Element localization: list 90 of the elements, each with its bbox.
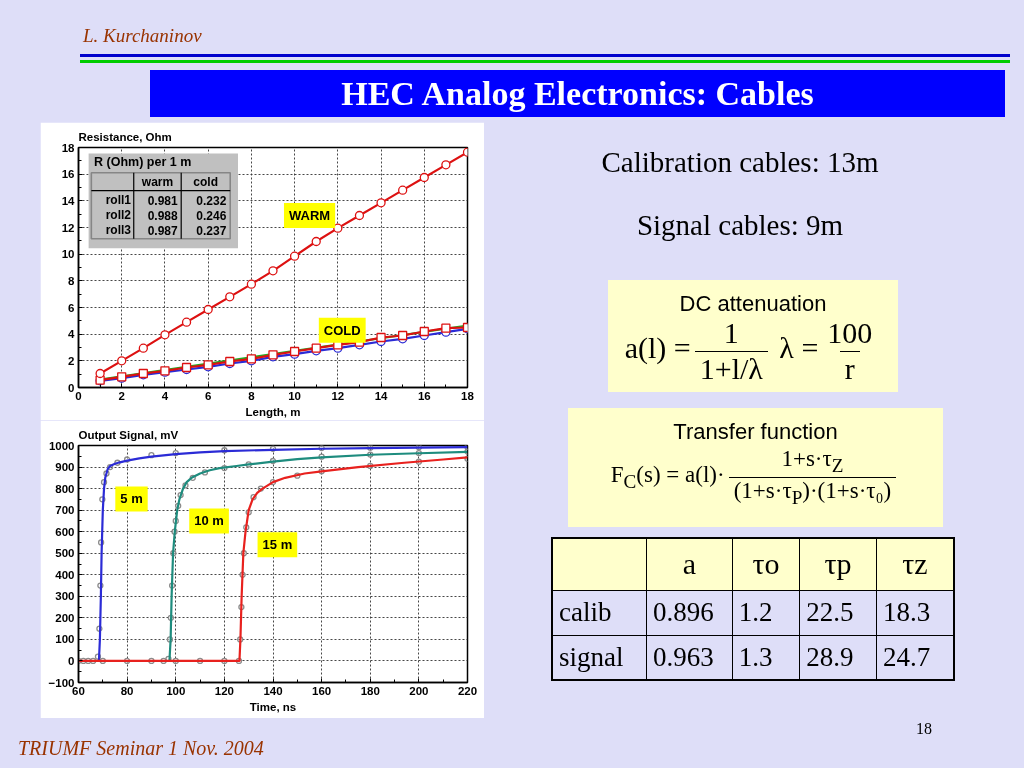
text: τp <box>799 538 877 590</box>
text: F$_{C}$(s) = a(l)· <box>610 462 725 493</box>
annotation: roll2 <box>105 208 132 223</box>
text: DC attenuation <box>679 291 827 316</box>
x-tick-label: 2 <box>118 389 125 402</box>
x-tick-label: 16 <box>417 389 431 402</box>
text: Signal cables: 9m <box>635 208 845 243</box>
y-tick-label: 400 <box>55 568 75 581</box>
y-tick-label: 700 <box>55 504 75 517</box>
x-tick-label: 100 <box>166 684 186 697</box>
annotation: 0.246 <box>196 208 227 223</box>
text: 22.5 <box>799 590 877 635</box>
text: τo <box>732 538 800 590</box>
y-tick-label: 8 <box>68 274 76 287</box>
annotation: COLD <box>323 322 361 338</box>
annotation: 0.232 <box>196 193 227 208</box>
x-tick-label: 12 <box>331 389 345 402</box>
text: signal <box>552 635 647 680</box>
x-tick-label: 220 <box>457 684 478 697</box>
text: Calibration cables: 13m <box>600 145 880 180</box>
x-tick-label: 120 <box>214 684 234 697</box>
y-tick-label: 0 <box>68 381 75 394</box>
y-tick-label: 14 <box>61 194 76 207</box>
text: 1.3 <box>732 635 800 680</box>
x-tick-label: 160 <box>312 684 332 697</box>
annotation: roll1 <box>105 193 132 208</box>
y-tick-label: 0 <box>68 654 75 667</box>
annotation: 0.237 <box>196 223 227 238</box>
x-tick-label: 4 <box>161 389 169 402</box>
y-axis-title: Output Signal, mV <box>78 428 179 441</box>
y-tick-label: 18 <box>61 141 76 154</box>
y-tick-label: 900 <box>55 461 75 474</box>
x-tick-label: 200 <box>409 684 429 697</box>
annotation: 5 m <box>120 491 143 507</box>
y-tick-label: 12 <box>61 221 75 234</box>
text: 1 <box>722 316 740 351</box>
y-tick-label: 2 <box>68 354 75 367</box>
text: Transfer function <box>672 418 839 446</box>
y-tick-label: 500 <box>55 547 75 560</box>
text: λ = <box>779 330 819 364</box>
x-tick-label: 8 <box>248 389 256 402</box>
text: 1+l/λ <box>694 350 768 386</box>
y-tick-label: 600 <box>55 525 75 538</box>
y-tick-label: 6 <box>68 301 75 314</box>
annotation: cold <box>193 174 219 189</box>
x-tick-label: 180 <box>360 684 380 697</box>
annotation: 0.987 <box>147 223 179 238</box>
y-tick-label: 1000 <box>48 439 75 452</box>
text: 0.896 <box>646 590 733 635</box>
text: L. Kurchaninov <box>83 24 202 48</box>
y-tick-label: 16 <box>61 168 75 181</box>
annotation: R (Ohm) per 1 m <box>94 154 192 169</box>
y-tick-label: 10 <box>61 248 75 261</box>
annotation: 10 m <box>194 513 224 529</box>
annotation: 0.981 <box>147 193 179 208</box>
annotation: warm <box>140 174 174 189</box>
x-axis-title: Time, ns <box>249 700 297 713</box>
text: 18.3 <box>876 590 954 635</box>
annotation: roll3 <box>105 223 132 238</box>
text: 28.9 <box>799 635 877 680</box>
x-tick-label: 6 <box>204 389 212 402</box>
text: r <box>839 350 860 386</box>
text: 24.7 <box>876 635 954 680</box>
x-tick-label: 14 <box>374 389 389 402</box>
y-axis-title: Resistance, Ohm <box>78 130 172 143</box>
x-axis-title: Length, m <box>245 405 301 418</box>
y-tick-label: 4 <box>68 328 76 341</box>
text: 1.2 <box>732 590 800 635</box>
text: τz <box>876 538 954 590</box>
annotation: WARM <box>288 207 331 223</box>
text: 1+s·τ$_{Z}$ <box>780 446 845 477</box>
text: TRIUMF Seminar 1 Nov. 2004 <box>18 736 264 761</box>
text: HEC Analog Electronics: Cables <box>150 70 1005 117</box>
y-tick-label: 300 <box>55 590 75 603</box>
text: a <box>646 538 733 590</box>
x-tick-label: 18 <box>461 389 475 402</box>
y-tick-label: 800 <box>55 482 75 495</box>
x-tick-label: 80 <box>120 684 134 697</box>
annotation: 0.988 <box>147 208 179 223</box>
x-tick-label: 10 <box>288 389 302 402</box>
text: calib <box>552 590 647 635</box>
annotation: 15 m <box>262 537 293 553</box>
x-tick-label: 140 <box>263 684 283 697</box>
text: 0.963 <box>646 635 733 680</box>
text: a(l) = <box>624 330 691 364</box>
y-tick-label: 100 <box>55 633 75 646</box>
text: 18 <box>916 719 932 739</box>
text: (1+s·τ$_{P}$)·(1+s·τ₀) <box>728 476 897 509</box>
y-tick-label: 200 <box>55 611 75 624</box>
text: 100 <box>826 316 874 351</box>
